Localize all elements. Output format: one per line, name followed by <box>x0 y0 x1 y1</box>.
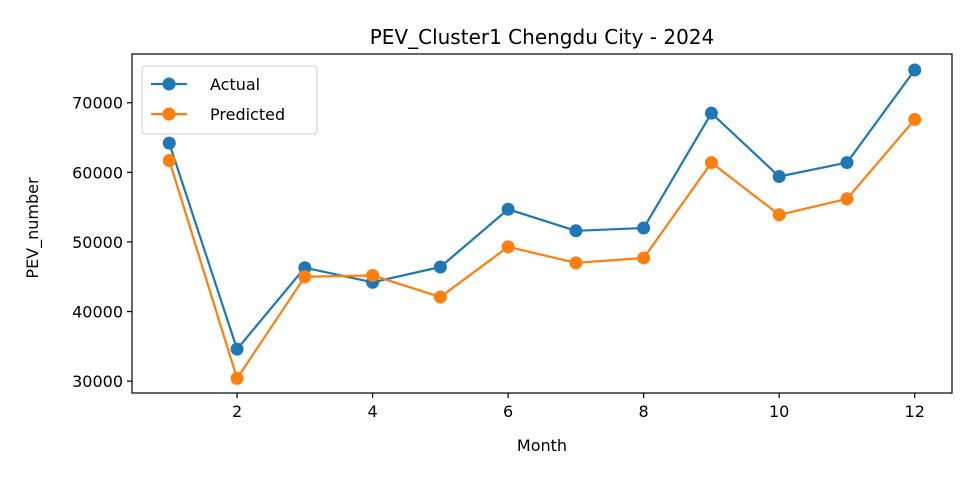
x-tick-label: 12 <box>905 402 925 421</box>
data-point-actual <box>840 156 854 170</box>
x-tick-label: 8 <box>639 402 649 421</box>
data-point-predicted <box>637 251 651 265</box>
data-point-predicted <box>433 290 447 304</box>
plot-area <box>162 63 922 385</box>
data-point-predicted <box>230 371 244 385</box>
series-line-actual <box>168 69 916 351</box>
y-tick-label: 40000 <box>72 303 123 322</box>
chart-title: PEV_Cluster1 Chengdu City - 2024 <box>370 25 715 49</box>
data-point-actual <box>298 261 312 275</box>
data-point-actual <box>637 221 651 235</box>
x-tick-label: 6 <box>503 402 513 421</box>
data-point-predicted <box>501 240 515 254</box>
x-tick-label: 2 <box>232 402 242 421</box>
data-point-predicted <box>366 268 380 282</box>
data-point-predicted <box>704 156 718 170</box>
y-axis-title: PEV_number <box>23 177 43 279</box>
data-point-actual <box>772 170 786 184</box>
data-point-actual <box>433 260 447 274</box>
y-tick-label: 50000 <box>72 233 123 252</box>
x-tick-label: 4 <box>367 402 377 421</box>
legend: Actual Predicted <box>141 65 318 135</box>
y-tick-label: 70000 <box>72 94 123 113</box>
y-tick-label: 30000 <box>72 372 123 391</box>
legend-label-predicted: Predicted <box>210 105 285 124</box>
data-point-actual <box>704 106 718 120</box>
y-tick-label: 60000 <box>72 163 123 182</box>
legend-marker-predicted <box>162 107 176 121</box>
data-point-actual <box>908 63 922 77</box>
series-line-predicted <box>168 118 916 380</box>
data-point-actual <box>162 136 176 150</box>
x-axis-title: Month <box>517 436 567 455</box>
legend-marker-actual <box>162 77 176 91</box>
data-point-predicted <box>772 208 786 222</box>
axes: 2 4 6 8 10 12 30000 40000 50000 60000 70000 <box>72 53 953 421</box>
data-point-predicted <box>298 270 312 284</box>
data-point-predicted <box>840 192 854 206</box>
data-point-actual <box>230 342 244 356</box>
data-point-actual <box>569 224 583 238</box>
axes-frame <box>131 53 953 394</box>
data-point-predicted <box>569 256 583 270</box>
data-point-actual <box>501 202 515 216</box>
data-point-predicted <box>162 154 176 167</box>
x-tick-label: 10 <box>769 402 789 421</box>
legend-label-actual: Actual <box>210 75 260 94</box>
data-point-predicted <box>908 112 922 126</box>
